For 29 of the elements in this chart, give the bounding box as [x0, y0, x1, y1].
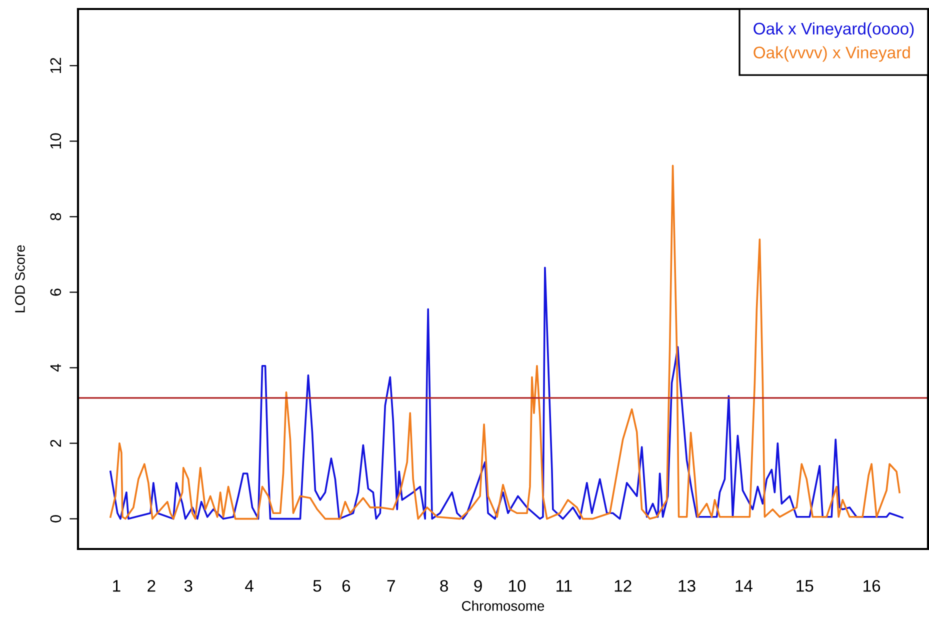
x-tick-label: 10 — [508, 580, 526, 592]
x-tick-label: 7 — [387, 580, 395, 592]
x-tick-label: 14 — [736, 580, 752, 592]
x-tick-label: 6 — [342, 580, 350, 592]
x-tick-label: 2 — [148, 580, 156, 592]
y-tick-label: 12 — [50, 58, 61, 73]
x-tick-label: 8 — [440, 580, 448, 592]
y-tick-label: 4 — [50, 364, 61, 372]
x-tick-label: 13 — [678, 580, 696, 592]
y-tick-label: 0 — [50, 515, 62, 522]
text: Oak x Vineyard(oooo) — [754, 22, 914, 38]
x-tick-label: 3 — [184, 580, 192, 592]
x-tick-label: 9 — [474, 580, 482, 592]
x-tick-label: 4 — [245, 580, 254, 592]
x-axis-title: Chromosome — [462, 600, 544, 611]
line-series — [110, 164, 900, 520]
x-tick-label: 5 — [313, 580, 322, 592]
x-tick-label: 11 — [556, 580, 572, 592]
y-tick-label: 6 — [50, 288, 62, 296]
y-tick-label: 10 — [50, 133, 62, 148]
y-axis-title: LOD Score — [15, 245, 25, 312]
text: Oak(vvvv) x Vineyard — [754, 46, 910, 62]
y-tick-label: 2 — [50, 440, 61, 447]
x-tick-label: 1 — [113, 580, 120, 592]
x-tick-label: 16 — [864, 580, 880, 592]
line-series — [110, 266, 904, 520]
x-tick-label: 15 — [796, 580, 814, 592]
y-tick-label: 8 — [50, 213, 62, 220]
x-tick-label: 12 — [614, 580, 632, 592]
